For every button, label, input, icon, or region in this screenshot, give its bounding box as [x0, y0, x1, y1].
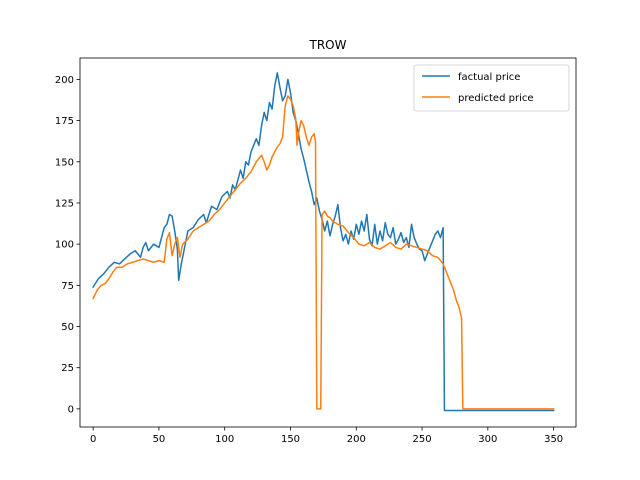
axes-layer: 0 50 100 150 200 250 300 350 0 25 50 75 100 125 150 175… [55, 57, 577, 445]
y-tick-label-7: 175 [55, 116, 74, 127]
y-tick-label-6: 150 [55, 157, 74, 168]
x-tick-label-0: 0 [90, 434, 96, 445]
series-line-1 [92, 95, 555, 410]
x-tick-label-4: 200 [347, 434, 366, 445]
x-tick-label-3: 150 [281, 434, 300, 445]
y-tick-label-5: 125 [55, 198, 74, 209]
x-tick-label-2: 100 [215, 434, 234, 445]
y-tick-label-3: 75 [61, 281, 74, 292]
y-tick-label-4: 100 [55, 240, 74, 251]
chart-title: TROW [309, 38, 347, 52]
y-tick-label-1: 25 [61, 363, 74, 374]
x-tick-label-1: 50 [153, 434, 166, 445]
legend-label-1: predicted price [458, 93, 534, 104]
y-tick-label-8: 200 [55, 75, 74, 86]
legend-box [413, 64, 570, 112]
y-tick-label-2: 50 [61, 322, 74, 333]
y-tick-label-0: 0 [68, 404, 74, 415]
x-tick-label-7: 350 [544, 434, 563, 445]
legend-label-0: factual price [458, 72, 520, 83]
x-tick-label-6: 300 [478, 434, 497, 445]
legend: factual price predicted price [413, 64, 570, 112]
x-tick-label-5: 250 [413, 434, 432, 445]
plot-frame [79, 57, 577, 428]
series-layer [92, 72, 555, 412]
